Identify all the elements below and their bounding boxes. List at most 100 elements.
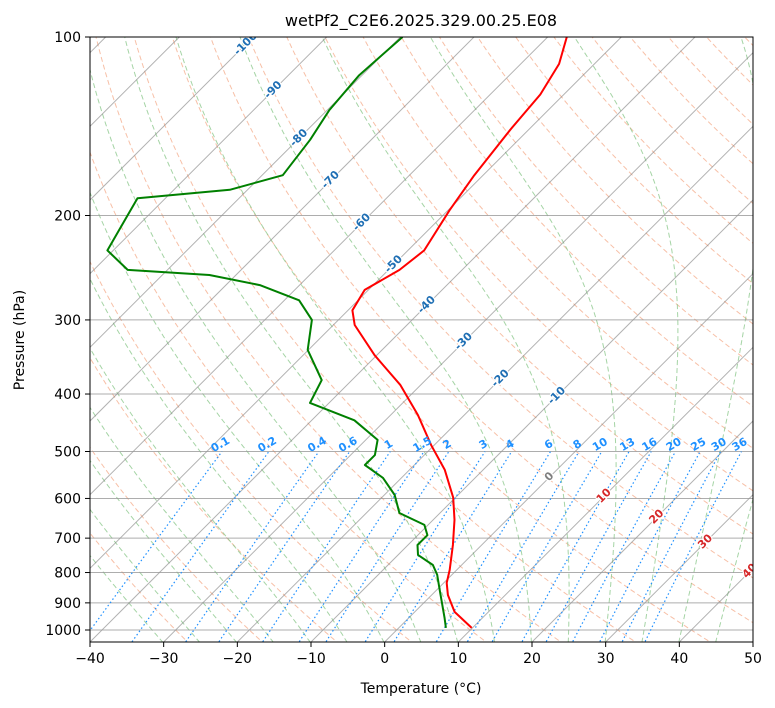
x-tick-label: −20 <box>223 651 253 667</box>
chart-title: wetPf2_C2E6.2025.329.00.25.E08 <box>285 11 557 31</box>
y-tick-label: 100 <box>54 30 81 46</box>
dry-adiabat-line <box>95 37 562 642</box>
dry-adiabat-line <box>400 37 753 408</box>
dry-adiabat-line <box>591 37 753 205</box>
isotherm-label: -60 <box>350 210 373 233</box>
mixing-ratio-line <box>325 451 450 642</box>
y-tick-label: 500 <box>54 444 81 460</box>
moist-adiabat-line <box>715 497 753 642</box>
x-tick-label: 50 <box>744 651 762 667</box>
y-tick-label: 800 <box>54 566 81 582</box>
isotherm-label: 0 <box>542 469 557 484</box>
isotherm-line <box>90 37 549 496</box>
mixing-ratio-line <box>131 451 270 642</box>
dry-adiabat-line <box>667 37 753 126</box>
y-axis-label: Pressure (hPa) <box>12 290 28 390</box>
moist-adiabat-line <box>90 406 274 642</box>
mixing-ratio-line <box>218 451 351 642</box>
isotherm-line <box>678 567 753 642</box>
dry-adiabat-line <box>438 37 753 366</box>
dry-adiabat-line <box>515 37 753 285</box>
y-tick-label: 900 <box>54 596 81 612</box>
moist-adiabat-line <box>321 37 570 642</box>
dry-adiabat-line <box>90 260 413 642</box>
y-tick-label: 600 <box>54 491 81 507</box>
mixing-ratio-line <box>184 451 320 642</box>
isotherm-line <box>90 37 328 275</box>
moist-adiabat-line <box>90 508 201 642</box>
isotherm-line <box>604 493 753 642</box>
isotherm-line <box>90 37 254 201</box>
isotherm-label: -50 <box>382 252 405 275</box>
dewpoint-profile-line <box>106 37 447 629</box>
mixing-ratio-label: 2 <box>441 437 454 452</box>
isotherm-label: 10 <box>594 485 614 505</box>
x-tick-label: 30 <box>597 651 615 667</box>
moist-adiabat-line <box>175 37 496 642</box>
isotherm-label: -90 <box>261 78 284 101</box>
moist-adiabat-line <box>124 37 459 642</box>
dry-adiabat-line <box>90 446 264 642</box>
mixing-ratio-line <box>571 451 677 642</box>
moist-adiabat-line <box>90 459 237 642</box>
isotherm-line <box>90 37 622 570</box>
x-tick-label: 0 <box>380 651 389 667</box>
isotherm-label: -100 <box>231 29 260 58</box>
mixing-ratio-line <box>90 451 223 632</box>
mixing-ratio-line <box>621 451 722 642</box>
x-tick-label: 20 <box>523 651 541 667</box>
y-tick-label: 300 <box>54 313 81 329</box>
mixing-ratio-line <box>466 451 580 642</box>
isotherm-label: -10 <box>545 384 568 407</box>
dry-adiabat-line <box>286 37 753 535</box>
x-axis-label: Temperature (°C) <box>360 681 482 697</box>
isotherm-line <box>310 199 753 642</box>
isotherm-line <box>457 346 753 642</box>
mixing-ratio-line <box>261 451 391 642</box>
y-tick-label: 1000 <box>45 623 81 639</box>
isotherm-label: 40 <box>740 561 760 581</box>
x-tick-label: 40 <box>670 651 688 667</box>
dry-adiabat-line <box>705 37 753 86</box>
mixing-ratio-line <box>491 451 603 642</box>
isotherm-line <box>383 272 753 642</box>
dry-adiabat-line <box>90 356 338 642</box>
x-tick-label: −10 <box>296 651 326 667</box>
moist-adiabat-line <box>429 37 617 642</box>
dry-adiabat-line <box>744 37 753 47</box>
dry-adiabat-line <box>770 24 775 645</box>
moist-adiabat-line <box>678 37 753 642</box>
dry-adiabat-line <box>248 37 753 579</box>
y-tick-label: 200 <box>54 209 81 225</box>
mixing-ratio-line <box>644 451 742 642</box>
mixing-ratio-label: 4 <box>503 437 516 452</box>
dry-adiabat-line <box>629 37 753 165</box>
dry-adiabat-line <box>90 150 488 642</box>
plot-frame <box>89 36 754 643</box>
y-tick-label: 700 <box>54 531 81 547</box>
moist-adiabat-line <box>90 347 311 642</box>
x-tick-label: −30 <box>149 651 179 667</box>
isotherm-line <box>90 37 475 422</box>
x-tick-label: 10 <box>449 651 467 667</box>
moist-adiabat-line <box>90 191 385 642</box>
isotherm-line <box>752 641 753 642</box>
isotherm-line <box>531 420 753 642</box>
mixing-ratio-line <box>364 451 486 642</box>
dry-adiabat-line <box>362 37 753 449</box>
isotherm-label: 20 <box>646 506 666 526</box>
moist-adiabat-line <box>239 37 532 642</box>
y-tick-label: 400 <box>54 387 81 403</box>
moist-adiabat-line <box>573 37 679 642</box>
isotherm-line <box>90 37 401 349</box>
dry-adiabat-line <box>171 37 712 642</box>
x-tick-label: −40 <box>75 651 105 667</box>
mixing-ratio-line <box>598 451 701 642</box>
temperature-profile-line <box>351 37 568 629</box>
isotherm-label: -30 <box>452 329 475 352</box>
isotherm-line <box>162 51 753 642</box>
mixing-ratio-line <box>298 451 425 642</box>
dry-adiabat-line <box>133 37 637 642</box>
